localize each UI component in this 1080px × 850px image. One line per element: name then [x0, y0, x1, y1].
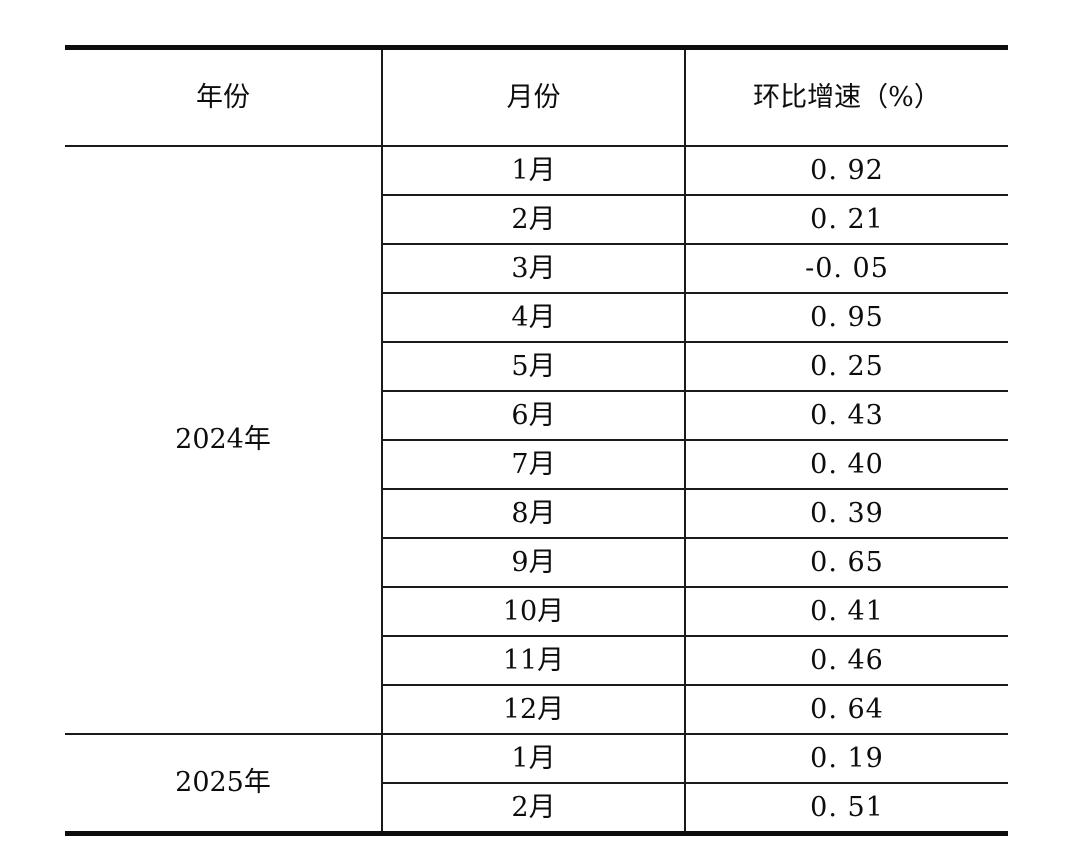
table-row: 4月 0. 95 [65, 293, 1008, 343]
month-cell: 11月 [381, 636, 686, 686]
month-cell: 4月 [381, 293, 686, 343]
table-row: 2月 0. 51 [65, 783, 1008, 835]
month-cell: 1月 [381, 146, 686, 196]
rate-cell: 0. 92 [685, 146, 1008, 196]
header-row: 年份 月份 环比增速（%） [65, 47, 1008, 147]
month-cell: 10月 [381, 587, 686, 637]
month-cell: 3月 [381, 244, 686, 294]
table-row: 5月 0. 25 [65, 342, 1008, 392]
rate-cell: 0. 95 [685, 293, 1008, 343]
table-row: 12月 0. 64 [65, 685, 1008, 735]
rate-cell: 0. 41 [685, 587, 1008, 637]
year-cell-2025: 2025年 [65, 734, 382, 835]
rate-cell: 0. 65 [685, 538, 1008, 588]
month-cell: 5月 [381, 342, 686, 392]
rate-cell: 0. 64 [685, 685, 1008, 735]
month-cell: 12月 [381, 685, 686, 735]
table-row: 8月 0. 39 [65, 489, 1008, 539]
header-rate: 环比增速（%） [685, 47, 1008, 147]
rate-cell: 0. 39 [685, 489, 1008, 539]
month-cell: 8月 [381, 489, 686, 539]
rate-cell: 0. 43 [685, 391, 1008, 441]
table-row: 6月 0. 43 [65, 391, 1008, 441]
header-year: 年份 [65, 47, 382, 147]
month-cell: 2月 [381, 783, 686, 835]
rate-cell: -0. 05 [685, 244, 1008, 294]
table-row: 2025年 1月 0. 19 [65, 734, 1008, 835]
rate-cell: 0. 21 [685, 195, 1008, 245]
header-month: 月份 [381, 47, 686, 147]
table-row: 10月 0. 41 [65, 587, 1008, 637]
month-cell: 6月 [381, 391, 686, 441]
rate-cell: 0. 25 [685, 342, 1008, 392]
rate-cell: 0. 19 [685, 734, 1008, 784]
month-cell: 9月 [381, 538, 686, 588]
rate-cell: 0. 40 [685, 440, 1008, 490]
table-row: 9月 0. 65 [65, 538, 1008, 588]
rate-cell: 0. 46 [685, 636, 1008, 686]
table-row: 2024年 1月 0. 92 [65, 146, 1008, 735]
month-cell: 7月 [381, 440, 686, 490]
growth-rate-table: 年份 月份 环比增速（%） 2024年 1月 0. 92 2月 0. 21 3月… [65, 45, 1008, 836]
table-row: 11月 0. 46 [65, 636, 1008, 686]
month-cell: 1月 [381, 734, 686, 784]
table-row: 2月 0. 21 [65, 195, 1008, 245]
rate-cell: 0. 51 [685, 783, 1008, 835]
table-row: 3月 -0. 05 [65, 244, 1008, 294]
year-cell-2024: 2024年 [65, 146, 382, 735]
month-cell: 2月 [381, 195, 686, 245]
table-row: 7月 0. 40 [65, 440, 1008, 490]
